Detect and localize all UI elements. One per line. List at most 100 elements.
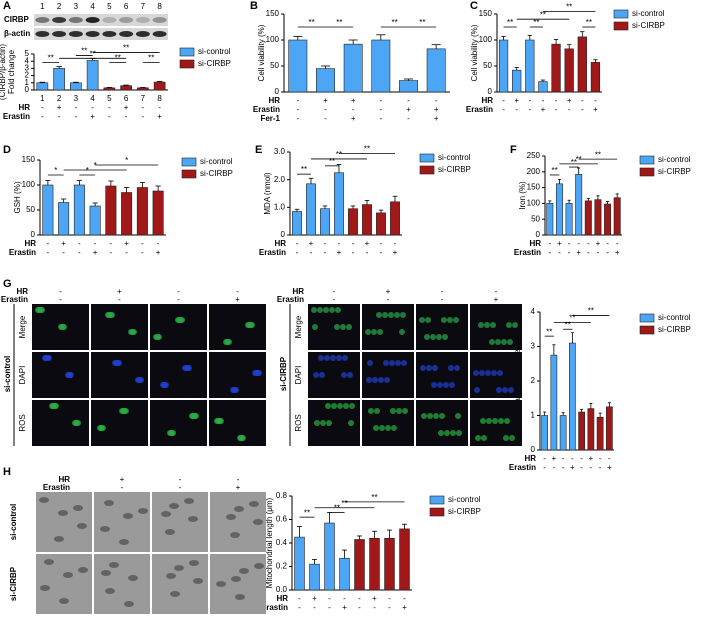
bar (362, 204, 372, 236)
cell (437, 382, 443, 388)
x-tick-label: 3 (74, 94, 79, 103)
condition-sign: + (309, 239, 314, 248)
condition-name: Erastin (466, 105, 493, 114)
condition-sign: - (47, 248, 50, 257)
significance-label: ** (392, 18, 398, 27)
legend-label: si-CIRBP (448, 507, 481, 516)
y-axis-label: Cell viability (%) (257, 24, 266, 81)
condition-sign: - (587, 239, 590, 248)
legend-label: si-control (198, 47, 231, 56)
bar (399, 80, 418, 93)
bar (426, 48, 446, 93)
significance-label: ** (90, 49, 96, 58)
cell (366, 377, 372, 383)
bar (53, 68, 65, 91)
cell (394, 312, 400, 318)
cell (453, 317, 459, 323)
panel-label: A (3, 0, 11, 12)
cell (324, 355, 330, 361)
mitochondrion (253, 519, 263, 525)
cell (329, 307, 335, 313)
mitochondrion (138, 508, 148, 514)
condition-sign: - (594, 96, 597, 105)
panel-label: H (3, 466, 11, 478)
cell (432, 365, 438, 371)
condition-sign: - (581, 105, 584, 114)
cell (335, 307, 341, 313)
cell (450, 430, 456, 436)
blot-band (68, 31, 83, 37)
cell (430, 334, 436, 340)
cell (336, 355, 342, 361)
condition-sign: - (379, 96, 382, 105)
condition-sign: - (502, 96, 505, 105)
condition-sign: + (596, 239, 601, 248)
y-tick-label: 0.0 (276, 585, 288, 594)
condition-sign: - (75, 112, 78, 121)
micrograph (362, 304, 414, 350)
cell (39, 307, 45, 313)
micrograph (91, 304, 148, 350)
condition-sign: - (110, 239, 113, 248)
y-tick-label: 1 (531, 411, 536, 420)
panel-label: E (255, 144, 262, 156)
condition-sign: + (117, 287, 122, 296)
cell (444, 430, 450, 436)
bar (578, 411, 585, 451)
legend-label: si-CIRBP (200, 169, 233, 178)
cell (509, 435, 515, 441)
y-tick-label: 0.6 (276, 515, 288, 524)
cell (498, 418, 504, 424)
bar (348, 208, 358, 236)
em-image (152, 492, 208, 552)
condition-sign: + (589, 454, 594, 463)
blot-band (68, 17, 83, 23)
condition-sign: - (502, 105, 505, 114)
mitochondrion (104, 500, 114, 506)
condition-sign: - (41, 112, 44, 121)
condition-sign: - (555, 96, 558, 105)
condition-sign: + (120, 475, 125, 484)
significance-label: * (86, 166, 89, 175)
bar (42, 184, 54, 236)
cell (367, 360, 373, 366)
cell (388, 312, 394, 318)
condition-name: Erastin (253, 105, 280, 114)
cell (485, 370, 491, 376)
y-tick-label: 150 (266, 9, 280, 18)
mitochondrion (123, 513, 133, 519)
condition-name: Erastin (277, 295, 304, 304)
blot-strip (34, 14, 168, 26)
y-axis-label: Fold change (7, 49, 16, 94)
condition-name: HR (481, 96, 493, 105)
bar (596, 416, 604, 451)
bar (105, 185, 117, 236)
condition-sign: + (541, 105, 546, 114)
condition-sign: + (90, 112, 95, 121)
significance-label: ** (588, 307, 594, 316)
cell (442, 334, 448, 340)
condition-sign: - (94, 239, 97, 248)
blot-band (102, 17, 117, 23)
condition-sign: + (557, 239, 562, 248)
cell (376, 312, 382, 318)
mitochondrion (254, 563, 264, 569)
group-label: si-control (3, 356, 12, 392)
condition-sign: - (528, 105, 531, 114)
cell (377, 329, 383, 335)
mitochondrion (234, 506, 244, 512)
cell (317, 307, 323, 313)
condition-sign: - (599, 454, 602, 463)
cell (385, 425, 391, 431)
bar (565, 203, 573, 236)
mitochondrion (59, 598, 69, 604)
mitochondrion (124, 601, 134, 607)
cell (504, 418, 510, 424)
condition-sign: - (41, 103, 44, 112)
condition-sign: - (296, 114, 299, 123)
cell (193, 413, 199, 419)
condition-sign: - (352, 105, 355, 114)
significance-label: ** (304, 508, 310, 517)
condition-sign: - (379, 114, 382, 123)
bar (343, 43, 363, 93)
